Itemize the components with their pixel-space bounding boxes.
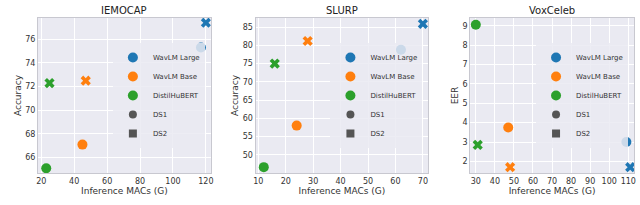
svg-text:DS1: DS1 — [370, 111, 384, 119]
svg-text:DS1: DS1 — [576, 111, 590, 119]
svg-text:10: 10 — [253, 177, 263, 186]
svg-text:DS2: DS2 — [153, 130, 167, 138]
svg-text:66: 66 — [25, 153, 35, 162]
svg-text:7: 7 — [462, 60, 467, 69]
svg-text:80: 80 — [243, 41, 253, 50]
svg-text:Inference MACs (G): Inference MACs (G) — [299, 186, 386, 196]
svg-text:60: 60 — [390, 177, 400, 186]
svg-text:2: 2 — [462, 157, 467, 166]
svg-text:6: 6 — [462, 80, 467, 89]
svg-text:3: 3 — [462, 138, 467, 147]
svg-text:74: 74 — [25, 59, 35, 68]
svg-text:50: 50 — [243, 151, 253, 160]
svg-text:40: 40 — [335, 177, 345, 186]
svg-text:60: 60 — [528, 177, 538, 186]
svg-text:WavLM Base: WavLM Base — [576, 73, 620, 81]
svg-text:4: 4 — [462, 118, 467, 127]
svg-text:Accuracy: Accuracy — [230, 74, 240, 116]
svg-text:EER: EER — [450, 87, 460, 105]
svg-text:60: 60 — [102, 177, 112, 186]
svg-text:DistilHuBERT: DistilHuBERT — [370, 92, 416, 100]
svg-text:50: 50 — [509, 177, 519, 186]
svg-text:20: 20 — [281, 177, 291, 186]
svg-text:9: 9 — [462, 22, 467, 31]
svg-text:120: 120 — [198, 177, 213, 186]
svg-text:40: 40 — [490, 177, 500, 186]
svg-text:70: 70 — [25, 106, 35, 115]
svg-text:WavLM Large: WavLM Large — [576, 54, 623, 62]
svg-text:70: 70 — [243, 78, 253, 87]
svg-text:IEMOCAP: IEMOCAP — [101, 5, 147, 16]
svg-text:DS1: DS1 — [153, 111, 167, 119]
svg-text:50: 50 — [363, 177, 373, 186]
svg-text:Accuracy: Accuracy — [13, 74, 23, 116]
svg-text:100: 100 — [602, 177, 617, 186]
svg-text:55: 55 — [243, 132, 253, 141]
svg-text:30: 30 — [308, 177, 318, 186]
svg-text:Inference MACs (G): Inference MACs (G) — [509, 186, 596, 196]
svg-text:DS2: DS2 — [576, 130, 590, 138]
svg-text:VoxCeleb: VoxCeleb — [529, 5, 575, 16]
svg-text:65: 65 — [243, 96, 253, 105]
svg-text:60: 60 — [243, 114, 253, 123]
svg-text:72: 72 — [25, 82, 35, 91]
svg-text:Inference MACs (G): Inference MACs (G) — [81, 186, 168, 196]
svg-text:76: 76 — [25, 35, 35, 44]
svg-text:WavLM Base: WavLM Base — [370, 73, 414, 81]
svg-text:68: 68 — [25, 130, 35, 139]
svg-text:20: 20 — [36, 177, 46, 186]
svg-text:100: 100 — [165, 177, 180, 186]
svg-text:5: 5 — [462, 99, 467, 108]
svg-text:75: 75 — [243, 59, 253, 68]
svg-text:WavLM Large: WavLM Large — [370, 54, 417, 62]
svg-text:30: 30 — [471, 177, 481, 186]
svg-text:85: 85 — [243, 23, 253, 32]
svg-text:WavLM Large: WavLM Large — [153, 54, 200, 62]
svg-text:DS2: DS2 — [370, 130, 384, 138]
svg-text:8: 8 — [462, 41, 467, 50]
svg-text:80: 80 — [135, 177, 145, 186]
svg-text:90: 90 — [585, 177, 595, 186]
svg-text:80: 80 — [566, 177, 576, 186]
svg-text:DistilHuBERT: DistilHuBERT — [576, 92, 622, 100]
svg-text:DistilHuBERT: DistilHuBERT — [153, 92, 199, 100]
svg-text:SLURP: SLURP — [326, 5, 358, 16]
svg-text:40: 40 — [69, 177, 79, 186]
svg-text:70: 70 — [418, 177, 428, 186]
svg-text:WavLM Base: WavLM Base — [153, 73, 197, 81]
svg-text:70: 70 — [547, 177, 557, 186]
svg-text:110: 110 — [621, 177, 636, 186]
